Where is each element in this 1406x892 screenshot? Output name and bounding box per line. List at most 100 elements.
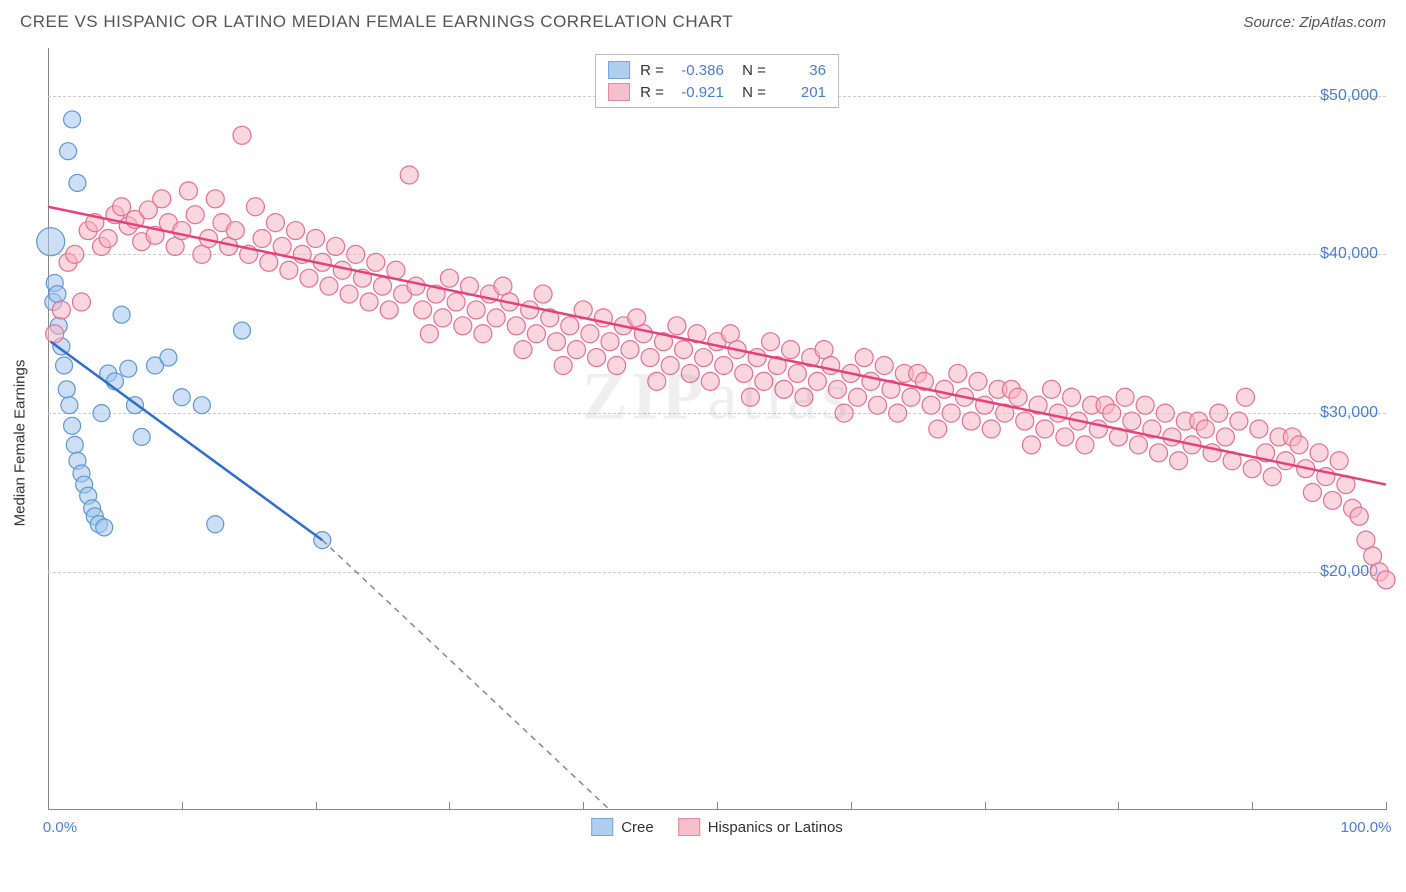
hispanic-point: [186, 206, 204, 224]
hispanic-point: [52, 301, 70, 319]
cree-point: [93, 405, 110, 422]
hispanic-point: [1022, 436, 1040, 454]
hispanic-point: [581, 325, 599, 343]
hispanic-point: [307, 230, 325, 248]
hispanic-point: [935, 380, 953, 398]
cree-point: [113, 306, 130, 323]
hispanic-point: [1196, 420, 1214, 438]
hispanic-point: [668, 317, 686, 335]
hispanic-point: [1016, 412, 1034, 430]
hispanic-point: [1170, 452, 1188, 470]
cree-point: [173, 389, 190, 406]
hispanic-point: [588, 349, 606, 367]
hispanic-point: [1103, 404, 1121, 422]
hispanic-point: [233, 126, 251, 144]
hispanic-point: [447, 293, 465, 311]
hispanic-point: [420, 325, 438, 343]
hispanic-point: [641, 349, 659, 367]
cree-point: [49, 286, 66, 303]
hispanic-point: [1290, 436, 1308, 454]
cree-point: [96, 519, 113, 536]
hispanic-point: [735, 364, 753, 382]
hispanic-point: [969, 372, 987, 390]
hispanic-point: [179, 182, 197, 200]
hispanic-point: [1243, 460, 1261, 478]
source-attribution: Source: ZipAtlas.com: [1243, 14, 1386, 31]
hispanic-point: [1156, 404, 1174, 422]
hispanic-point: [1056, 428, 1074, 446]
hispanic-point: [1129, 436, 1147, 454]
legend-label-hispanic: Hispanics or Latinos: [708, 819, 843, 836]
hispanic-point: [1163, 428, 1181, 446]
cree-point: [160, 349, 177, 366]
cree-point: [193, 397, 210, 414]
hispanic-point: [300, 269, 318, 287]
hispanic-point: [1063, 388, 1081, 406]
hispanic-point: [273, 237, 291, 255]
hispanic-point: [601, 333, 619, 351]
hispanic-point: [99, 230, 117, 248]
cree-point: [64, 111, 81, 128]
cree-swatch-icon: [591, 818, 613, 836]
hispanic-point: [848, 388, 866, 406]
hispanic-point: [695, 349, 713, 367]
hispanic-point: [661, 357, 679, 375]
hispanic-point: [828, 380, 846, 398]
hispanic-point: [648, 372, 666, 390]
hispanic-n-value: 201: [776, 84, 826, 101]
hispanic-point: [467, 301, 485, 319]
hispanic-point: [681, 364, 699, 382]
x-min-label: 0.0%: [43, 819, 77, 836]
hispanic-point: [889, 404, 907, 422]
hispanic-point: [340, 285, 358, 303]
hispanic-point: [1043, 380, 1061, 398]
hispanic-point: [434, 309, 452, 327]
hispanic-point: [454, 317, 472, 335]
hispanic-point: [46, 325, 64, 343]
stats-row-cree: R = -0.386 N = 36: [608, 59, 826, 81]
hispanic-point: [206, 190, 224, 208]
hispanic-point: [527, 325, 545, 343]
hispanic-point: [400, 166, 418, 184]
hispanic-point: [755, 372, 773, 390]
hispanic-point: [608, 357, 626, 375]
hispanic-point: [561, 317, 579, 335]
r-label: R =: [640, 62, 664, 79]
hispanic-point: [1216, 428, 1234, 446]
hispanic-point: [534, 285, 552, 303]
hispanic-point: [72, 293, 90, 311]
hispanic-point: [253, 230, 271, 248]
hispanic-point: [246, 198, 264, 216]
cree-swatch: [608, 61, 630, 79]
n-label: N =: [734, 62, 766, 79]
hispanic-point: [568, 341, 586, 359]
hispanic-trendline: [48, 207, 1386, 485]
hispanic-point: [775, 380, 793, 398]
hispanic-point: [414, 301, 432, 319]
hispanic-point: [715, 357, 733, 375]
cree-point: [61, 397, 78, 414]
hispanic-point: [487, 309, 505, 327]
hispanic-point: [521, 301, 539, 319]
hispanic-point: [982, 420, 1000, 438]
stats-row-hispanic: R = -0.921 N = 201: [608, 81, 826, 103]
hispanic-point: [360, 293, 378, 311]
hispanic-point: [1116, 388, 1134, 406]
hispanic-point: [1076, 436, 1094, 454]
hispanic-point: [962, 412, 980, 430]
chart-container: Median Female Earnings ZIPatlas $20,000$…: [48, 48, 1386, 838]
hispanic-point: [327, 237, 345, 255]
cree-point: [64, 417, 81, 434]
hispanic-point: [1036, 420, 1054, 438]
hispanic-point: [280, 261, 298, 279]
cree-point: [37, 228, 65, 256]
hispanic-point: [1310, 444, 1328, 462]
hispanic-point: [320, 277, 338, 295]
cree-point: [120, 360, 137, 377]
hispanic-point: [440, 269, 458, 287]
hispanic-point: [1263, 468, 1281, 486]
hispanic-point: [922, 396, 940, 414]
hispanic-point: [153, 190, 171, 208]
hispanic-point: [1136, 396, 1154, 414]
hispanic-point: [1210, 404, 1228, 422]
